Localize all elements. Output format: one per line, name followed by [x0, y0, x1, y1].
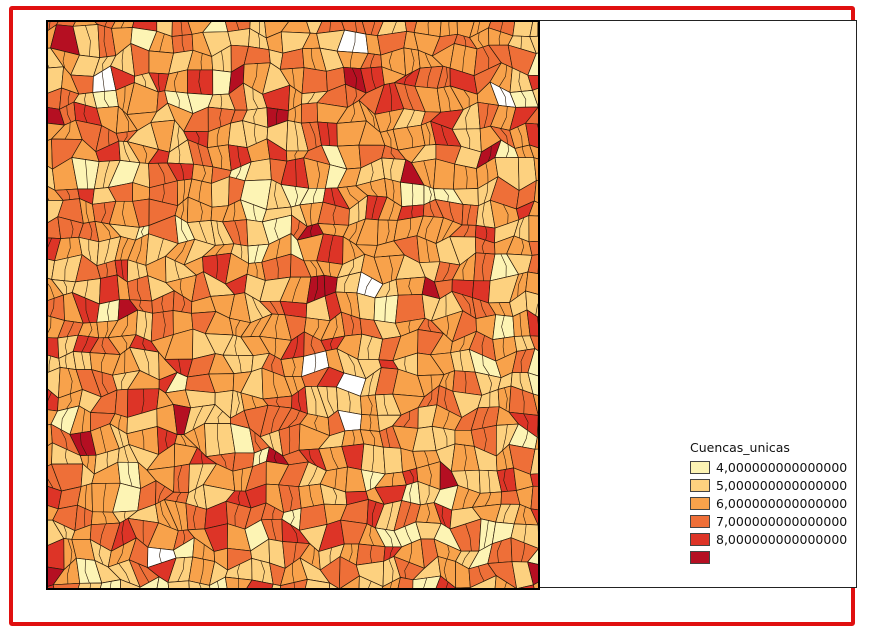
choropleth-map[interactable]: [48, 22, 538, 588]
catchment-polygon: [174, 464, 190, 493]
legend-item: 8,000000000000000: [690, 530, 847, 548]
catchment-polygons: [48, 22, 538, 588]
legend-label: 8,000000000000000: [716, 532, 847, 547]
catchment-polygon: [99, 275, 119, 304]
legend-swatch: [690, 497, 710, 510]
catchment-polygon: [115, 389, 128, 417]
legend-item: 5,000000000000000: [690, 476, 847, 494]
catchment-polygon: [361, 444, 385, 474]
catchment-polygon: [188, 70, 213, 95]
catchment-polygon: [301, 103, 317, 123]
catchment-polygon: [228, 29, 250, 47]
legend-title: Cuencas_unicas: [690, 440, 847, 455]
catchment-polygon: [244, 46, 270, 64]
catchment-polygon: [529, 216, 538, 242]
catchment-polygon: [93, 90, 119, 108]
legend-label: 5,000000000000000: [716, 478, 847, 493]
legend-label: 7,000000000000000: [716, 514, 847, 529]
catchment-polygon: [357, 293, 375, 320]
catchment-polygon: [302, 68, 327, 94]
catchment-polygon: [168, 581, 190, 588]
catchment-polygon: [383, 447, 402, 474]
legend-item: 7,000000000000000: [690, 512, 847, 530]
catchment-polygon: [281, 356, 304, 376]
legend-swatch: [690, 479, 710, 492]
legend-item: [690, 548, 847, 566]
catchment-polygon: [73, 352, 92, 370]
catchment-polygon: [434, 159, 455, 189]
legend-label: 6,000000000000000: [716, 496, 847, 511]
legend-swatch: [690, 461, 710, 474]
legend-item: 6,000000000000000: [690, 494, 847, 512]
catchment-polygon: [48, 337, 59, 358]
catchment-polygon: [205, 424, 236, 457]
catchment-polygon: [396, 277, 425, 295]
legend-swatch: [690, 515, 710, 528]
legend-swatch: [690, 533, 710, 546]
catchment-polygon: [358, 334, 383, 360]
legend-swatch: [690, 551, 710, 564]
map-legend: Cuencas_unicas 4,000000000000000 5,00000…: [690, 440, 847, 566]
legend-label: 4,000000000000000: [716, 460, 847, 475]
map-frame[interactable]: [46, 20, 540, 590]
catchment-polygon: [213, 70, 232, 95]
legend-item: 4,000000000000000: [690, 458, 847, 476]
